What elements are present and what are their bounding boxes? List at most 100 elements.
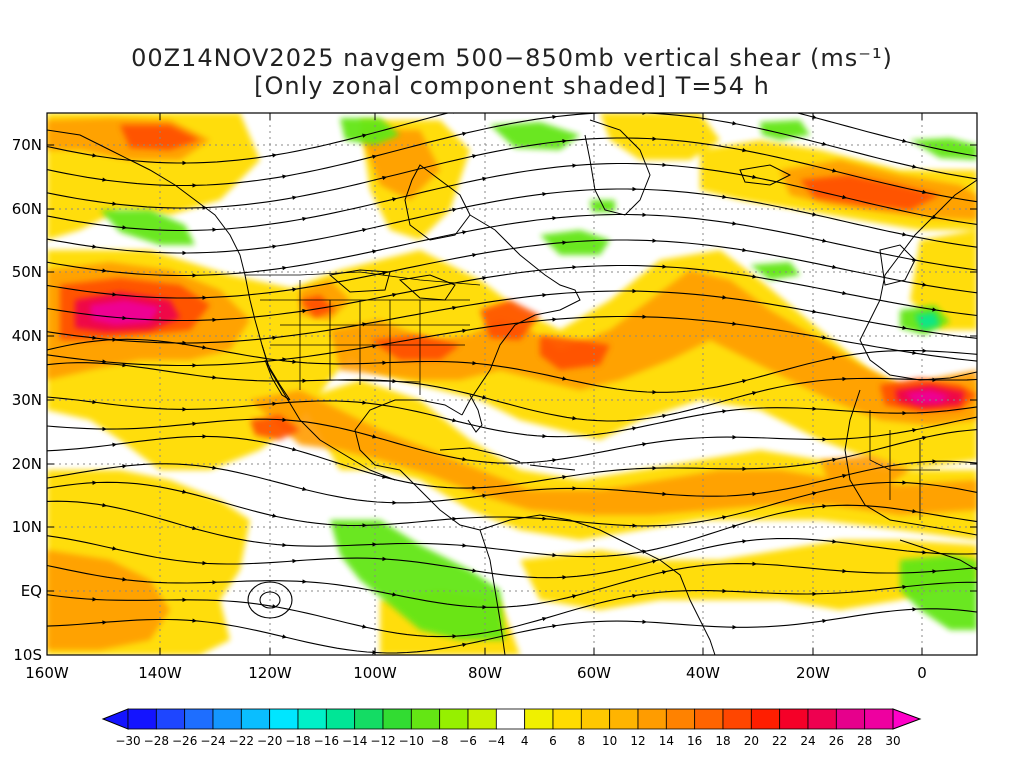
colorbar-swatch — [382, 708, 412, 730]
streamline-arrow — [542, 516, 547, 521]
streamline-arrow — [212, 317, 217, 323]
colorbar-swatch — [637, 708, 667, 730]
streamline-arrow — [652, 238, 657, 243]
streamline-arrow — [372, 434, 377, 439]
streamline-arrow — [632, 593, 637, 599]
streamline-arrow — [752, 174, 757, 180]
streamline-arrow — [722, 194, 727, 199]
streamline-arrow — [272, 153, 277, 158]
streamline — [47, 481, 977, 527]
map-frame — [46, 112, 978, 656]
colorbar-label: −24 — [200, 734, 225, 748]
streamline-arrow — [282, 417, 287, 422]
streamline-arrow — [382, 175, 387, 181]
streamline-arrow — [192, 363, 197, 368]
streamline-arrow — [462, 642, 467, 648]
streamline-arrow — [302, 579, 307, 584]
colorbar-swatch — [835, 708, 866, 730]
colorbar-swatch — [694, 708, 724, 730]
colorbar-label: 8 — [578, 734, 586, 748]
colorbar-label: −20 — [257, 734, 282, 748]
streamline-arrow — [632, 288, 637, 294]
streamline-arrow — [472, 154, 477, 159]
streamline-arrow — [722, 295, 727, 300]
colorbar-label: 16 — [687, 734, 702, 748]
streamline-arrow — [912, 607, 917, 612]
streamline-arrow — [742, 379, 747, 384]
streamline-arrow — [472, 485, 477, 491]
lon-label: 40W — [686, 664, 720, 682]
colorbar-swatch — [297, 708, 327, 730]
streamline-arrow — [122, 577, 127, 582]
colorbar-label: −4 — [487, 734, 505, 748]
streamline — [47, 239, 977, 299]
streamline — [47, 396, 977, 438]
streamline-arrow — [112, 337, 117, 342]
streamline-arrow — [112, 546, 117, 551]
streamline-arrow — [392, 500, 397, 505]
colorbar-label: −14 — [342, 734, 367, 748]
streamline-arrow — [742, 466, 747, 472]
streamline — [47, 162, 977, 232]
streamline-arrow — [182, 489, 187, 494]
streamline-arrow — [92, 335, 97, 340]
streamline-arrow — [382, 474, 387, 479]
title-line-2: [Only zonal component shaded] T=54 h — [254, 72, 770, 100]
colorbar-swatch — [354, 708, 384, 730]
colorbar-label: −26 — [172, 734, 197, 748]
lat-label: 10S — [13, 646, 42, 664]
streamline-arrow — [192, 183, 197, 188]
colorbar-left-arrow — [101, 708, 129, 730]
streamline-arrow — [552, 114, 557, 120]
streamline-arrow — [452, 516, 457, 522]
colorbar-label: −12 — [370, 734, 395, 748]
colorbar-label: −6 — [459, 734, 477, 748]
streamline-arrow — [212, 465, 217, 470]
streamline-arrow — [482, 493, 487, 498]
streamline-arrow — [842, 290, 847, 296]
streamline-arrow — [192, 421, 197, 426]
streamline-arrow — [842, 473, 847, 479]
streamline-arrow — [812, 406, 817, 411]
streamline-arrow — [292, 287, 297, 292]
colorbar-swatch — [665, 708, 696, 730]
streamline-arrow — [272, 244, 277, 249]
streamline-arrow — [182, 340, 187, 346]
streamline-arrow — [382, 360, 387, 365]
streamline-arrow — [632, 523, 637, 528]
streamline-arrow — [812, 591, 817, 597]
streamline — [47, 264, 977, 322]
colorbar-swatch — [779, 708, 809, 730]
streamline-arrow — [832, 356, 837, 361]
streamline-arrow — [482, 176, 487, 182]
streamline — [47, 563, 977, 608]
streamline-arrow — [292, 195, 297, 200]
streamline-arrow — [922, 348, 927, 353]
colorbar-swatch — [184, 708, 214, 730]
streamline-arrow — [462, 131, 467, 137]
streamline-arrow — [92, 399, 97, 405]
streamline-arrow — [752, 391, 757, 396]
streamline-arrow — [822, 335, 827, 340]
colorbar-label: 18 — [715, 734, 730, 748]
colorbar-label: 28 — [857, 734, 872, 748]
streamline-arrow — [662, 264, 667, 269]
streamline-arrow — [282, 634, 287, 639]
colorbar-swatch — [467, 708, 497, 730]
streamline-arrow — [552, 216, 557, 221]
streamline — [47, 535, 977, 579]
colorbar-swatch — [807, 708, 837, 730]
streamline-arrow — [822, 618, 827, 624]
streamline-arrow — [212, 227, 217, 232]
streamline-arrow — [452, 207, 457, 212]
streamline-arrow — [922, 550, 927, 555]
colorbar-swatch — [410, 708, 441, 730]
streamline-arrow — [912, 428, 917, 433]
streamline-arrow — [112, 442, 117, 447]
streamline-arrow — [832, 539, 837, 544]
streamline-arrow — [842, 376, 847, 382]
streamline-arrow — [92, 480, 97, 485]
streamline-arrow — [752, 491, 757, 497]
streamline-arrow — [732, 625, 737, 630]
